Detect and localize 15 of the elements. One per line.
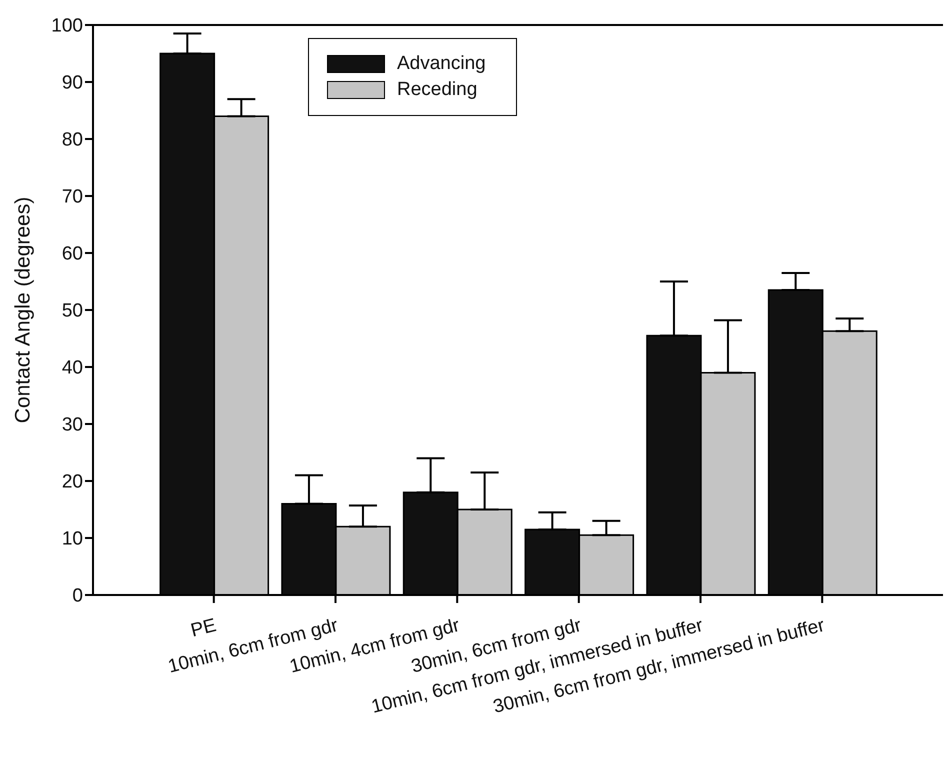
- y-tick-label: 0: [72, 586, 83, 607]
- legend-label: Advancing: [396, 52, 486, 76]
- x-tick-label: PE: [188, 615, 218, 642]
- y-tick-label: 60: [62, 244, 83, 265]
- y-tick-label: 70: [62, 186, 83, 208]
- y-tick-label: 10: [62, 528, 83, 550]
- y-tick-label: 30: [62, 414, 83, 436]
- y-tick-label: 50: [62, 300, 83, 322]
- y-tick-label: 100: [51, 16, 83, 37]
- y-tick-label: 90: [62, 72, 83, 94]
- y-tick-label: 40: [62, 358, 83, 379]
- y-tick-label: 80: [62, 130, 83, 151]
- y-axis-title: Contact Angle (degrees): [11, 196, 34, 424]
- legend-label: Receding: [396, 78, 478, 102]
- y-tick-label: 20: [62, 472, 83, 493]
